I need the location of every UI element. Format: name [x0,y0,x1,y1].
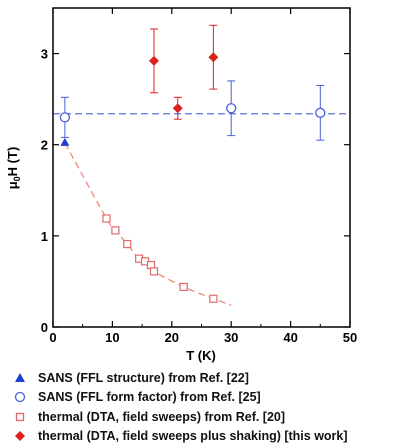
triangle-icon [15,372,25,382]
y-axis-label: μ0H (T) [5,147,22,190]
legend: SANS (FFL structure) from Ref. [22] SANS… [12,368,407,446]
data-point-square [123,239,132,249]
legend-item-sans-ffl-structure: SANS (FFL structure) from Ref. [22] [12,368,407,388]
x-axis-label: T (K) [186,348,216,363]
data-point-square [102,214,111,223]
chart: 0 10 20 30 40 50 0 1 2 3 T (K) μ0H (T) [5,7,357,363]
fit-line-decay [64,142,232,306]
y-tick-label: 2 [41,138,48,153]
circle-icon [14,392,26,403]
data-point-circle [226,103,237,114]
data-point-circle [59,112,71,123]
data-point-square [209,294,218,303]
legend-label: thermal (DTA, field sweeps) from Ref. [2… [38,409,286,424]
data-point-diamond [172,103,183,114]
y-tick-label: 1 [41,229,48,244]
square-icon [15,412,25,421]
axis-ticks: 0 10 20 30 40 50 0 1 2 3 [41,8,357,345]
data-points [59,52,326,303]
x-tick-label: 50 [343,330,357,345]
diamond-icon [15,431,25,442]
plot-frame [52,7,351,328]
legend-item-thermal-shaking: thermal (DTA, field sweeps plus shaking)… [12,427,407,446]
data-point-diamond [148,55,159,66]
data-point-square [111,226,120,235]
x-tick-label: 30 [224,330,238,345]
y-tick-label: 3 [41,47,48,62]
legend-label: SANS (FFL form factor) from Ref. [25] [38,390,261,405]
x-tick-label: 40 [283,330,297,345]
error-bars [60,24,325,141]
legend-item-thermal-field-sweeps: thermal (DTA, field sweeps) from Ref. [2… [12,407,407,427]
data-point-square [179,282,188,291]
x-tick-label: 0 [49,330,56,345]
fit-lines [53,113,350,306]
legend-label: SANS (FFL structure) from Ref. [22] [38,370,249,385]
data-point-square [149,267,159,276]
x-tick-label: 20 [165,330,179,345]
legend-item-sans-ffl-form-factor: SANS (FFL form factor) from Ref. [25] [12,388,407,408]
data-point-diamond [208,52,219,63]
data-point-triangle [60,137,70,146]
data-point-circle [315,107,326,118]
x-tick-label: 10 [105,330,119,345]
y-tick-label: 0 [41,320,48,335]
legend-label: thermal (DTA, field sweeps plus shaking)… [38,429,348,444]
